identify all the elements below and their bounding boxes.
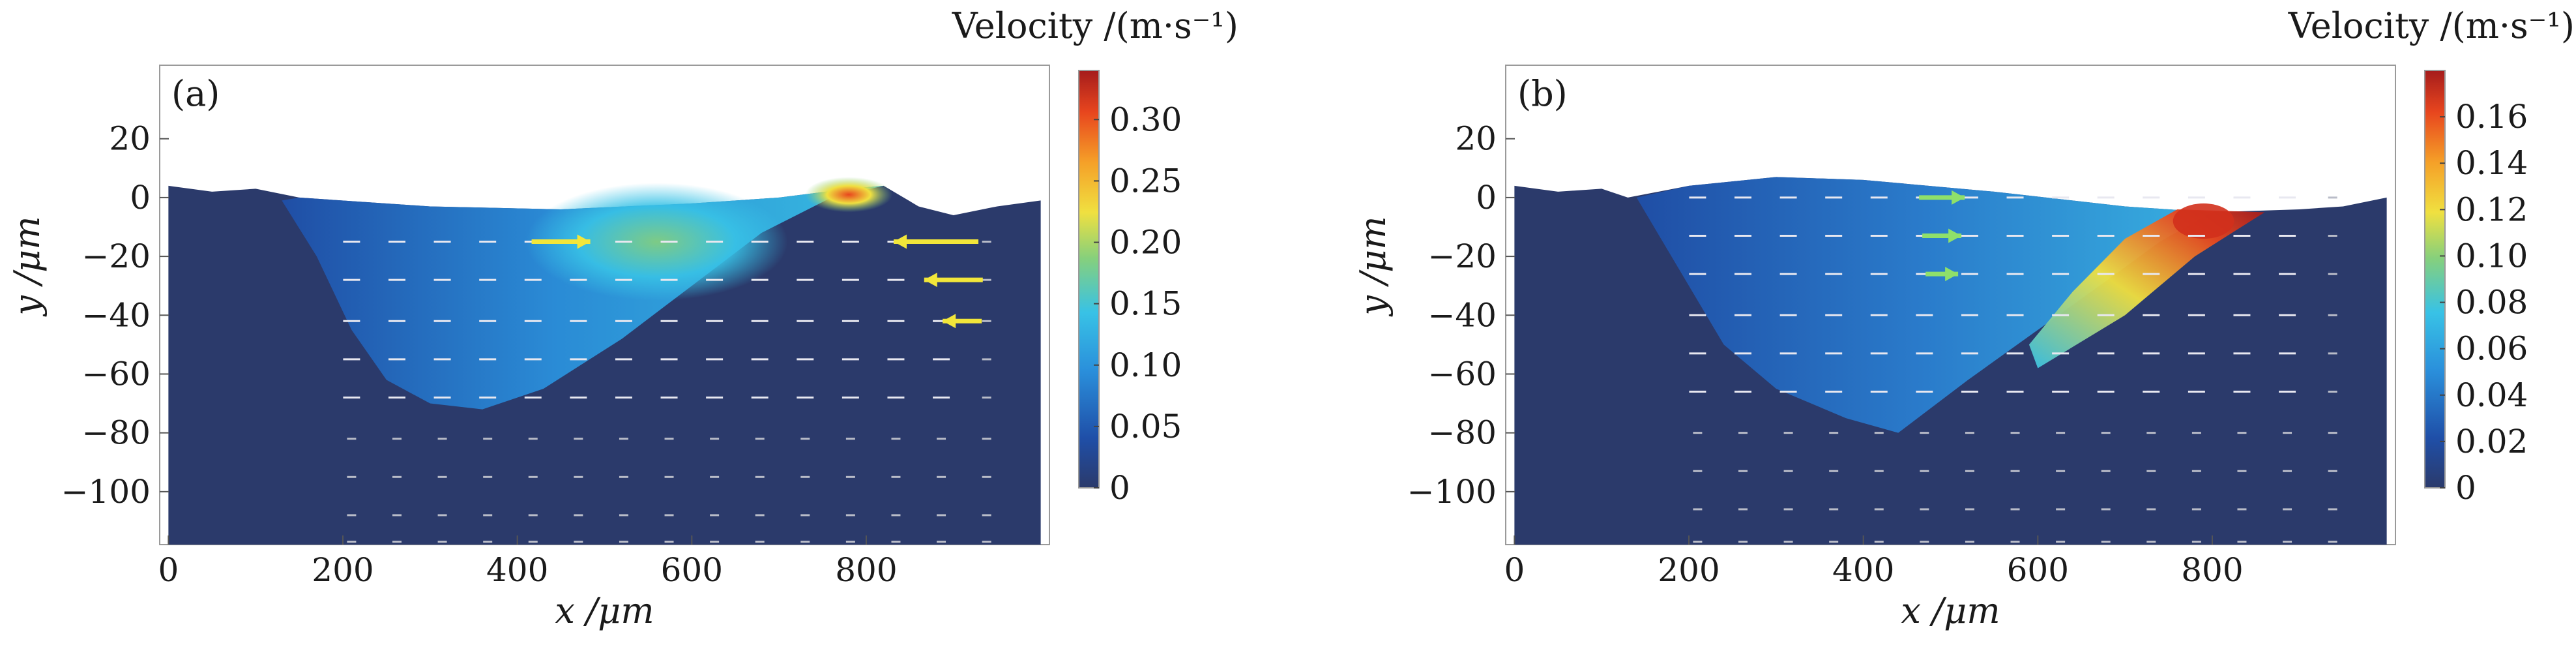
velocity-arrow-head (1948, 228, 1962, 243)
y-axis-label: y /μm (7, 216, 48, 316)
y-tick-label: 20 (109, 120, 151, 158)
velocity-arrows (343, 234, 991, 543)
high-velocity-region (526, 183, 788, 301)
x-tick-label: 800 (835, 551, 897, 589)
y-tick-label: −100 (1407, 473, 1497, 511)
colorbar-tick-label: 0.10 (2455, 237, 2528, 275)
colorbar-tick-label: 0.02 (2455, 423, 2528, 460)
x-tick-label: 200 (1658, 551, 1720, 589)
y-tick-label: −40 (81, 296, 151, 334)
y-tick-label: −40 (1427, 296, 1497, 334)
velocity-arrow-head (924, 273, 937, 288)
colorbar-tick-label: 0.20 (1109, 224, 1182, 262)
colorbar-tick-label: 0.04 (2455, 376, 2528, 414)
velocity-arrow-head (894, 234, 907, 249)
y-tick-label: −100 (61, 473, 151, 511)
velocity-arrow-head (1952, 190, 1965, 205)
y-tick-label: −20 (81, 237, 151, 275)
colorbar-title: Velocity /(m·s⁻¹) (952, 5, 1238, 46)
x-tick-label: 600 (661, 551, 723, 589)
melt-pool-region (1636, 177, 2212, 433)
colorbar-tick-label: 0.30 (1109, 100, 1182, 138)
y-tick-label: −60 (81, 355, 151, 393)
colorbar-tick-label: 0.08 (2455, 284, 2528, 322)
velocity-arrows (1689, 190, 2337, 543)
colorbar (2424, 70, 2446, 489)
x-tick-label: 0 (158, 551, 179, 589)
x-tick-label: 600 (2007, 551, 2069, 589)
colorbar-tick-label: 0.15 (1109, 285, 1182, 323)
colorbar (1078, 70, 1100, 489)
x-tick-label: 800 (2181, 551, 2243, 589)
panel-label: (b) (1517, 73, 1568, 114)
colorbar-tick-label: 0.12 (2455, 190, 2528, 228)
x-tick-label: 0 (1504, 551, 1525, 589)
high-velocity-region (2028, 209, 2265, 369)
y-tick-label: 0 (1476, 179, 1497, 217)
velocity-arrow-head (1945, 267, 1959, 282)
x-axis-label: x /μm (555, 590, 654, 631)
velocity-peak (805, 177, 893, 213)
colorbar-tick-label: 0.16 (2455, 98, 2528, 136)
y-tick-label: −20 (1427, 237, 1497, 275)
velocity-arrow-head (577, 234, 591, 249)
x-tick-label: 400 (1832, 551, 1894, 589)
panel-label: (a) (171, 73, 220, 114)
colorbar-tick-label: 0.25 (1109, 162, 1182, 200)
velocity-arrow-head (943, 314, 956, 329)
colorbar-tick-label: 0 (2455, 469, 2476, 507)
y-tick-label: 20 (1455, 120, 1497, 158)
x-tick-label: 200 (312, 551, 373, 589)
y-tick-label: −80 (81, 414, 151, 452)
colorbar-tick-label: 0.10 (1109, 346, 1182, 384)
colorbar-title: Velocity /(m·s⁻¹) (2288, 5, 2575, 46)
colorbar-tick-label: 0 (1109, 469, 1130, 507)
x-tick-label: 400 (486, 551, 548, 589)
x-axis-label: x /μm (1901, 590, 2000, 631)
colorbar-tick-label: 0.06 (2455, 330, 2528, 368)
y-tick-label: −60 (1427, 355, 1497, 393)
y-tick-label: −80 (1427, 414, 1497, 452)
velocity-peak (2173, 203, 2234, 239)
colorbar-tick-label: 0.14 (2455, 144, 2528, 182)
colorbar-tick-label: 0.05 (1109, 408, 1182, 445)
y-tick-label: 0 (130, 179, 151, 217)
y-axis-label: y /μm (1353, 216, 1394, 316)
